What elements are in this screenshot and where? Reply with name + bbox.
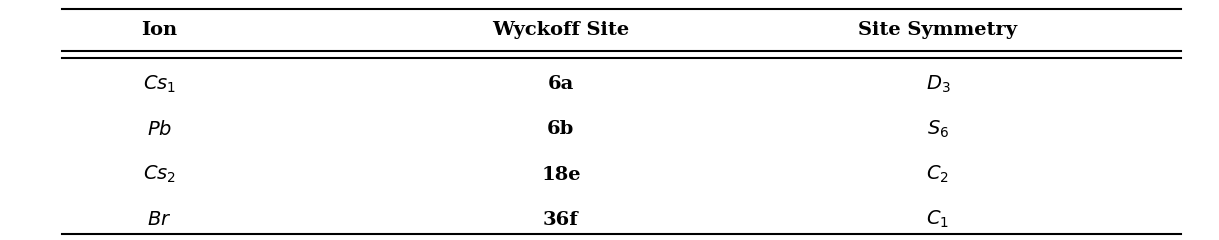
Text: $\mathit{C}_1$: $\mathit{C}_1$ [926,209,950,230]
Text: $\mathit{Pb}$: $\mathit{Pb}$ [147,120,172,139]
Text: $\mathit{Cs}_2$: $\mathit{Cs}_2$ [143,164,176,185]
Text: 6b: 6b [547,120,574,138]
Text: $\mathit{S}_6$: $\mathit{S}_6$ [926,119,948,140]
Text: Site Symmetry: Site Symmetry [858,21,1018,39]
Text: Wyckoff Site: Wyckoff Site [492,21,629,39]
Text: Ion: Ion [141,21,178,39]
Text: $\mathit{Cs}_1$: $\mathit{Cs}_1$ [143,74,176,95]
Text: 36f: 36f [542,211,579,229]
Text: $\mathit{D}_3$: $\mathit{D}_3$ [925,74,950,95]
Text: $\mathit{Br}$: $\mathit{Br}$ [147,211,172,229]
Text: 6a: 6a [547,75,574,93]
Text: $\mathit{C}_2$: $\mathit{C}_2$ [926,164,950,185]
Text: 18e: 18e [541,166,580,184]
